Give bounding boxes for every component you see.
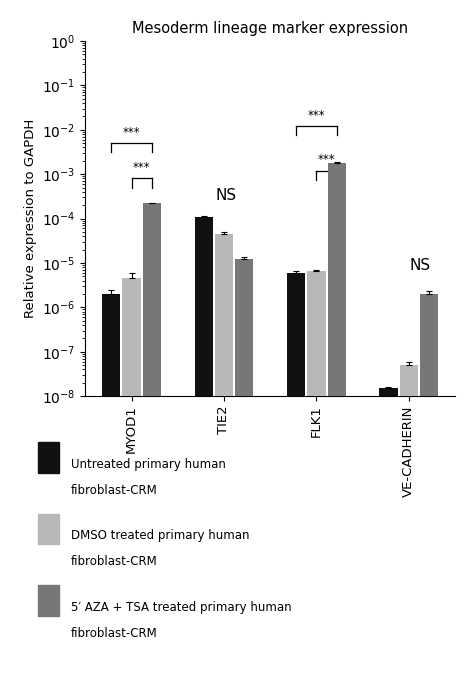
Bar [235, 260, 254, 683]
Bar [379, 389, 398, 683]
Text: 5′ AZA + TSA treated primary human: 5′ AZA + TSA treated primary human [71, 601, 292, 614]
Bar [102, 294, 120, 683]
Text: fibroblast-CRM: fibroblast-CRM [71, 555, 158, 568]
Bar [215, 234, 233, 683]
Bar [328, 163, 346, 683]
Text: NS: NS [409, 257, 430, 273]
Text: NS: NS [215, 189, 237, 204]
Bar [194, 217, 213, 683]
Y-axis label: Relative expression to GAPDH: Relative expression to GAPDH [24, 119, 36, 318]
Bar [122, 279, 141, 683]
Bar [420, 294, 438, 683]
Bar [287, 273, 305, 683]
Text: ***: *** [123, 126, 140, 139]
Bar [400, 365, 418, 683]
Title: Mesoderm lineage marker expression: Mesoderm lineage marker expression [132, 20, 408, 36]
Text: ***: *** [133, 161, 151, 174]
Text: DMSO treated primary human: DMSO treated primary human [71, 529, 250, 542]
Bar [143, 204, 161, 683]
Text: ***: *** [308, 109, 325, 122]
Text: fibroblast-CRM: fibroblast-CRM [71, 627, 158, 640]
Bar [307, 271, 326, 683]
Text: fibroblast-CRM: fibroblast-CRM [71, 484, 158, 497]
Text: Untreated primary human: Untreated primary human [71, 458, 226, 471]
Text: ***: *** [318, 154, 335, 167]
